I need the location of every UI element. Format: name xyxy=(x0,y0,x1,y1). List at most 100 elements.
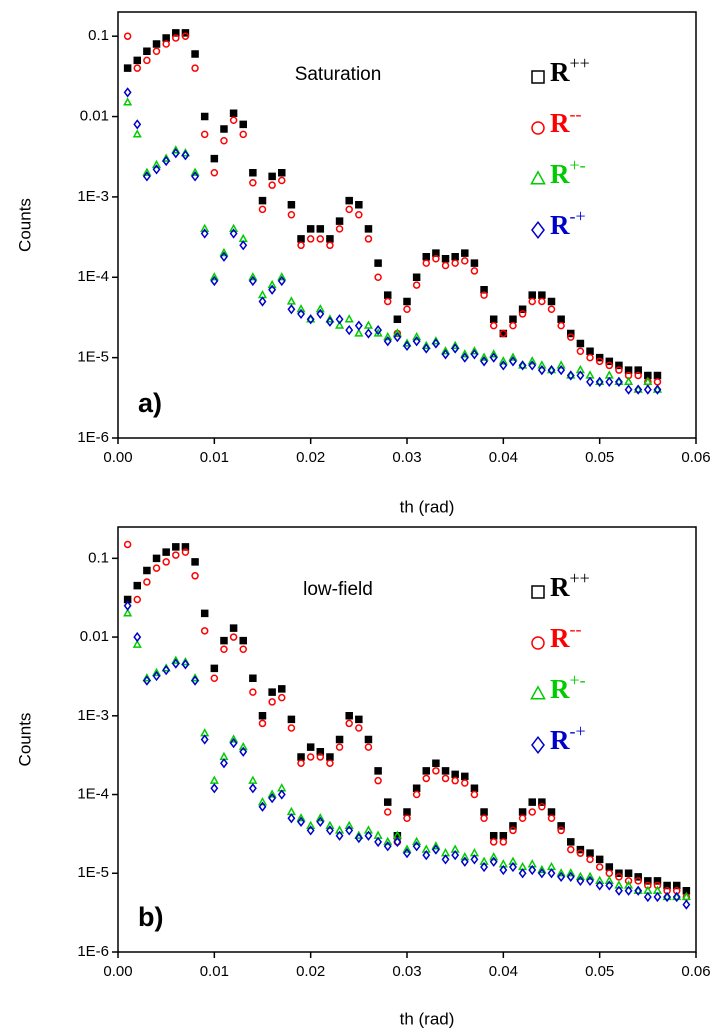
data-point xyxy=(162,155,171,167)
data-point xyxy=(229,633,238,641)
legend-marker xyxy=(531,220,545,240)
data-point xyxy=(162,34,170,42)
data-point xyxy=(441,767,450,775)
panel-label: a) xyxy=(138,388,162,418)
data-point xyxy=(132,639,142,648)
data-point xyxy=(605,880,614,891)
data-point xyxy=(171,145,181,154)
data-point xyxy=(605,361,614,370)
data-point xyxy=(614,376,623,387)
data-point xyxy=(412,841,421,852)
data-point xyxy=(634,885,643,896)
legend-marker xyxy=(531,121,545,135)
data-point xyxy=(499,864,508,876)
data-point xyxy=(383,841,392,852)
x-tick-label: 0.03 xyxy=(392,963,421,980)
data-point xyxy=(287,211,296,219)
x-tick-label: 0.02 xyxy=(296,963,325,980)
y-tick-label: 1E-5 xyxy=(77,349,109,366)
data-point xyxy=(586,347,594,356)
data-point xyxy=(499,831,508,840)
data-point xyxy=(499,329,508,338)
data-point xyxy=(239,240,248,251)
legend-superscript: -+ xyxy=(570,721,586,741)
data-point xyxy=(152,47,161,55)
data-point xyxy=(451,259,459,267)
legend-label: R-- xyxy=(550,104,582,138)
data-point xyxy=(432,249,440,257)
data-point xyxy=(595,855,604,864)
data-point xyxy=(537,868,546,879)
data-point xyxy=(422,259,431,267)
data-point xyxy=(364,225,373,233)
data-point xyxy=(489,852,499,861)
data-point xyxy=(355,200,363,209)
data-point xyxy=(537,360,547,369)
data-point xyxy=(586,875,594,887)
data-point xyxy=(316,225,325,233)
data-point xyxy=(470,790,479,799)
data-point xyxy=(537,364,546,376)
data-point xyxy=(172,551,180,559)
data-point xyxy=(133,595,142,604)
data-point xyxy=(239,636,247,645)
data-point xyxy=(383,808,392,816)
data-point xyxy=(509,356,517,367)
data-point xyxy=(172,34,180,42)
data-point xyxy=(335,217,344,225)
data-point xyxy=(672,891,681,903)
data-point xyxy=(268,698,276,706)
data-point xyxy=(412,281,421,289)
data-point xyxy=(355,715,363,724)
data-point xyxy=(172,543,180,551)
data-point xyxy=(152,564,161,572)
data-point xyxy=(489,349,499,358)
data-point xyxy=(296,813,306,822)
data-point xyxy=(287,304,296,315)
data-point xyxy=(297,308,305,320)
data-point xyxy=(200,228,209,239)
data-point xyxy=(614,885,623,896)
data-point xyxy=(152,164,161,175)
x-axis-label: th (rad) xyxy=(400,497,455,516)
data-point xyxy=(489,831,498,840)
data-point xyxy=(557,321,565,330)
data-point xyxy=(518,868,527,879)
data-point xyxy=(248,783,257,794)
data-point xyxy=(278,168,286,177)
data-point xyxy=(528,291,536,299)
data-point xyxy=(624,384,633,395)
data-point xyxy=(316,753,325,761)
data-point xyxy=(248,272,258,281)
data-point xyxy=(123,97,133,106)
data-point xyxy=(191,572,199,580)
data-point xyxy=(441,261,450,270)
data-point xyxy=(450,340,460,350)
data-point xyxy=(575,871,585,881)
data-point xyxy=(364,743,373,751)
data-point xyxy=(499,360,508,371)
legend-label: R-- xyxy=(550,619,582,653)
data-point xyxy=(643,891,652,903)
x-tick-label: 0.02 xyxy=(296,449,325,466)
data-point xyxy=(538,803,546,811)
data-point xyxy=(595,880,604,891)
data-point xyxy=(586,353,594,362)
data-point xyxy=(556,868,566,877)
data-point xyxy=(508,352,518,361)
data-point xyxy=(268,284,277,295)
data-point xyxy=(422,849,431,861)
data-point xyxy=(403,297,411,306)
data-point xyxy=(480,808,488,816)
data-point xyxy=(133,581,142,590)
data-point xyxy=(345,205,353,214)
data-point xyxy=(547,305,556,313)
data-point xyxy=(461,772,469,781)
data-point xyxy=(566,871,575,882)
data-point xyxy=(200,223,210,233)
data-point xyxy=(403,814,411,822)
data-point xyxy=(200,112,209,121)
data-point xyxy=(403,808,411,816)
data-point xyxy=(393,836,402,848)
